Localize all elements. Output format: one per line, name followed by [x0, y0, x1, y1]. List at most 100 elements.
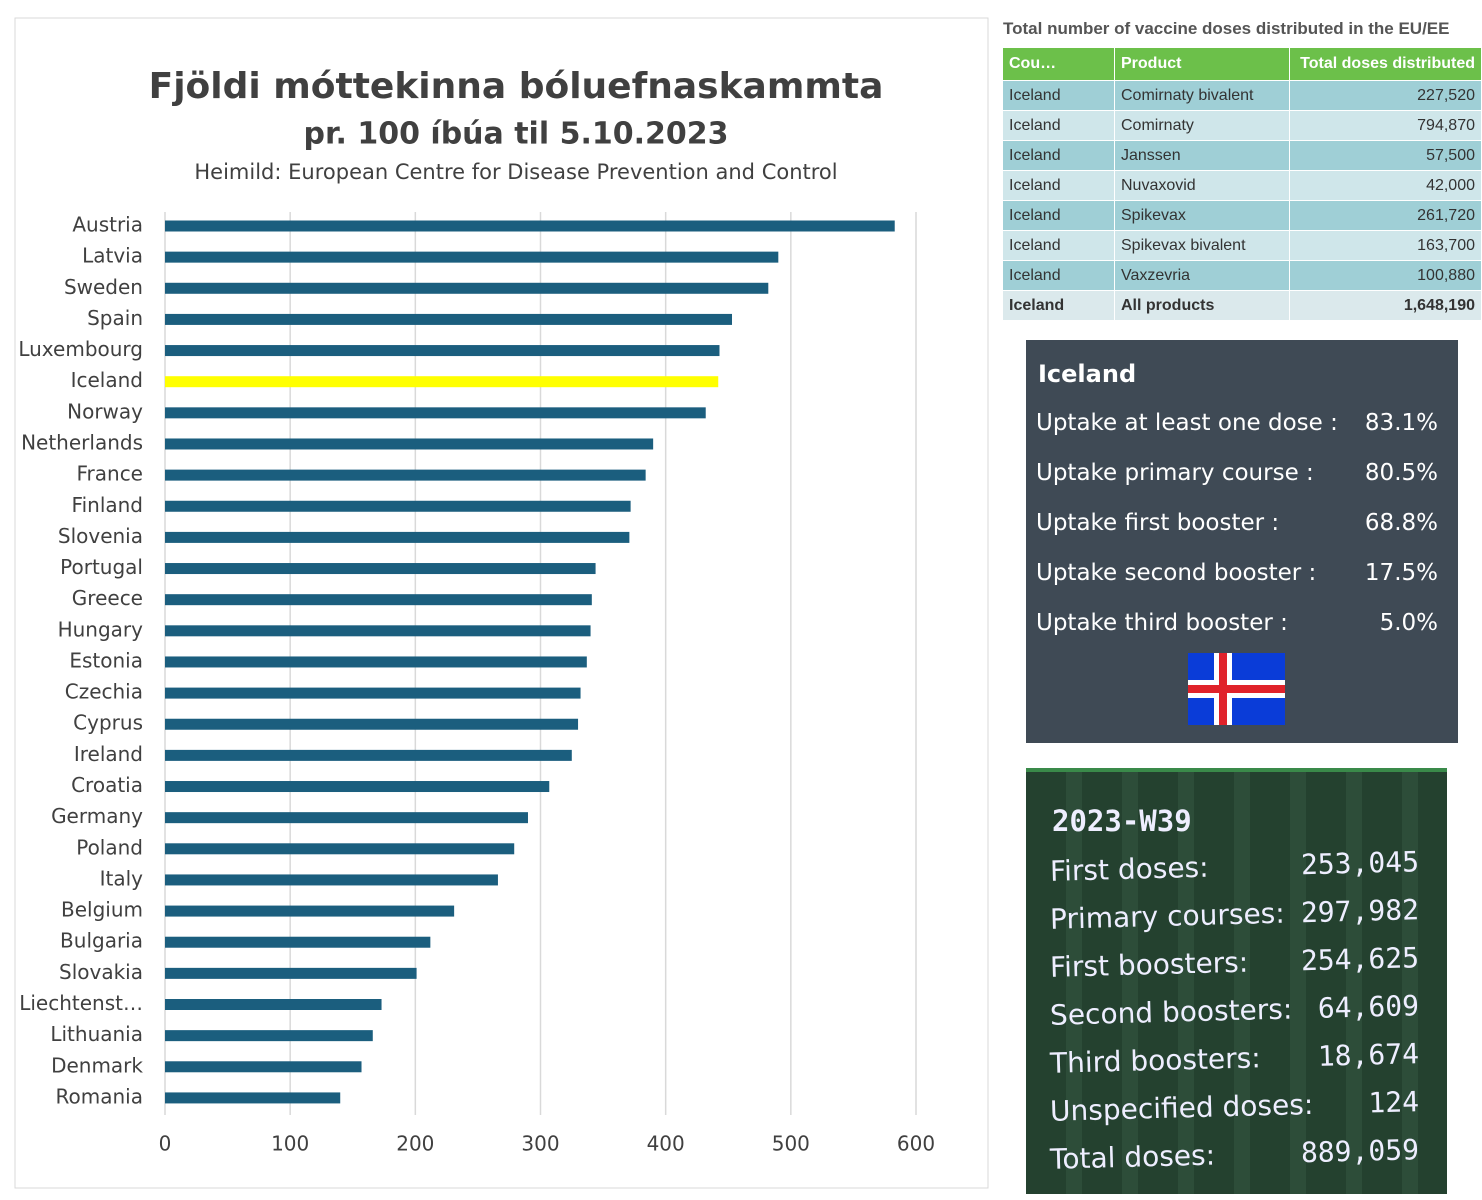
table-row: Iceland Spikevax bivalent 163,700	[1003, 231, 1482, 261]
weekly-row: Second boosters: 64,609	[1050, 989, 1420, 1032]
bar	[165, 1030, 373, 1042]
uptake-row: Uptake primary course : 80.5%	[1036, 460, 1438, 486]
uptake-row: Uptake first booster : 68.8%	[1036, 510, 1438, 536]
uptake-row: Uptake third booster : 5.0%	[1036, 610, 1438, 636]
bar	[165, 656, 587, 668]
bar	[165, 251, 779, 263]
bar	[165, 749, 572, 761]
weekly-value: 253,045	[1300, 845, 1420, 882]
weekly-label: Second boosters:	[1049, 992, 1293, 1032]
bar	[165, 936, 431, 948]
y-tick-label: Croatia	[71, 773, 143, 797]
bar	[165, 282, 769, 294]
y-tick-label: Romania	[56, 1084, 143, 1108]
y-tick-label: Denmark	[51, 1053, 143, 1077]
table-cell: Spikevax	[1115, 201, 1290, 230]
chart-subtitle: pr. 100 íbúa til 5.10.2023	[304, 117, 729, 152]
table-cell: 1,648,190	[1290, 291, 1482, 320]
card-title: Iceland	[1038, 360, 1137, 388]
bar	[165, 438, 654, 450]
table-cell: 261,720	[1290, 201, 1482, 230]
table-row: Iceland Comirnaty 794,870	[1003, 111, 1482, 141]
weekly-row: First boosters: 254,625	[1050, 941, 1420, 984]
weekly-label: Unspecified doses:	[1049, 1087, 1314, 1128]
bar	[165, 469, 646, 481]
bar	[165, 843, 515, 855]
table-cell: All products	[1115, 291, 1290, 320]
uptake-row: Uptake at least one dose : 83.1%	[1036, 410, 1438, 436]
bar	[165, 967, 417, 979]
bar	[165, 345, 720, 357]
y-tick-label: Greece	[72, 586, 143, 610]
x-tick-label: 300	[521, 1132, 559, 1156]
bar	[165, 874, 498, 886]
table-row: Iceland Janssen 57,500	[1003, 141, 1482, 171]
bar	[165, 687, 581, 699]
table-cell: Iceland	[1003, 261, 1115, 290]
bar	[165, 1092, 341, 1104]
y-tick-label: Italy	[100, 866, 144, 890]
y-tick-label: Czechia	[65, 680, 143, 704]
uptake-label: Uptake first booster :	[1036, 510, 1280, 536]
bar	[165, 313, 733, 325]
y-tick-label: Lithuania	[50, 1022, 143, 1046]
y-tick-label: Sweden	[64, 275, 143, 299]
y-tick-label: Iceland	[71, 368, 143, 392]
weekly-label: First doses:	[1049, 850, 1210, 888]
x-tick-label: 200	[396, 1132, 434, 1156]
bar	[165, 376, 719, 388]
uptake-card: Iceland Uptake at least one dose :83.1% Up…	[1026, 340, 1458, 743]
header-cell: Product	[1115, 48, 1290, 80]
y-tick-label: Latvia	[82, 244, 143, 268]
uptake-value: 83.1%	[1364, 410, 1438, 436]
table-cell: 163,700	[1290, 231, 1482, 260]
uptake-label: Uptake primary course :	[1036, 460, 1314, 486]
bar	[165, 531, 630, 543]
x-tick-label: 400	[647, 1132, 685, 1156]
y-tick-label: Liechtenst…	[19, 991, 143, 1015]
y-tick-label: Bulgaria	[60, 929, 143, 953]
y-tick-label: Slovakia	[59, 960, 143, 984]
bar	[165, 500, 631, 512]
y-tick-label: Portugal	[60, 555, 143, 579]
table-cell: Vaxzevria	[1115, 261, 1290, 290]
weekly-row: First doses: 253,045	[1050, 845, 1420, 888]
table-cell: 100,880	[1290, 261, 1482, 290]
weekly-row: Total doses: 889,059	[1050, 1133, 1420, 1176]
uptake-label: Uptake third booster :	[1036, 610, 1288, 636]
bar	[165, 812, 528, 824]
table-cell: Iceland	[1003, 231, 1115, 260]
y-tick-label: Luxembourg	[18, 337, 143, 361]
table-cell: Iceland	[1003, 111, 1115, 140]
y-tick-label: Austria	[72, 213, 143, 237]
weekly-row: Primary courses: 297,982	[1050, 893, 1420, 936]
table-cell: Comirnaty	[1115, 111, 1290, 140]
uptake-value: 80.5%	[1364, 460, 1438, 486]
table-row: Iceland Spikevax 261,720	[1003, 201, 1482, 231]
table-cell: Iceland	[1003, 291, 1115, 320]
y-tick-label: Ireland	[74, 742, 143, 766]
bar	[165, 220, 895, 232]
bar	[165, 781, 550, 793]
weekly-row: Third boosters: 18,674	[1050, 1037, 1420, 1080]
chart-source: Heimild: European Centre for Disease Pre…	[194, 160, 837, 184]
y-tick-label: Norway	[67, 399, 143, 423]
y-tick-label: Spain	[87, 306, 143, 330]
uptake-value: 5.0%	[1379, 610, 1438, 636]
table-cell: Iceland	[1003, 201, 1115, 230]
weekly-label: Total doses:	[1049, 1138, 1216, 1176]
y-tick-label: Belgium	[61, 898, 143, 922]
uptake-label: Uptake at least one dose :	[1036, 410, 1338, 436]
table-row: Iceland Vaxzevria 100,880	[1003, 261, 1482, 291]
table-cell: 42,000	[1290, 171, 1482, 200]
uptake-value: 68.8%	[1364, 510, 1438, 536]
table-cell: 227,520	[1290, 81, 1482, 110]
weekly-label: Third boosters:	[1049, 1041, 1262, 1080]
table-cell: 57,500	[1290, 141, 1482, 170]
table-row: Iceland Comirnaty bivalent 227,520	[1003, 81, 1482, 111]
table-cell: Spikevax bivalent	[1115, 231, 1290, 260]
card-title: 2023-W39	[1052, 804, 1192, 838]
table-cell: Janssen	[1115, 141, 1290, 170]
header-cell: Cou…	[1003, 48, 1115, 80]
